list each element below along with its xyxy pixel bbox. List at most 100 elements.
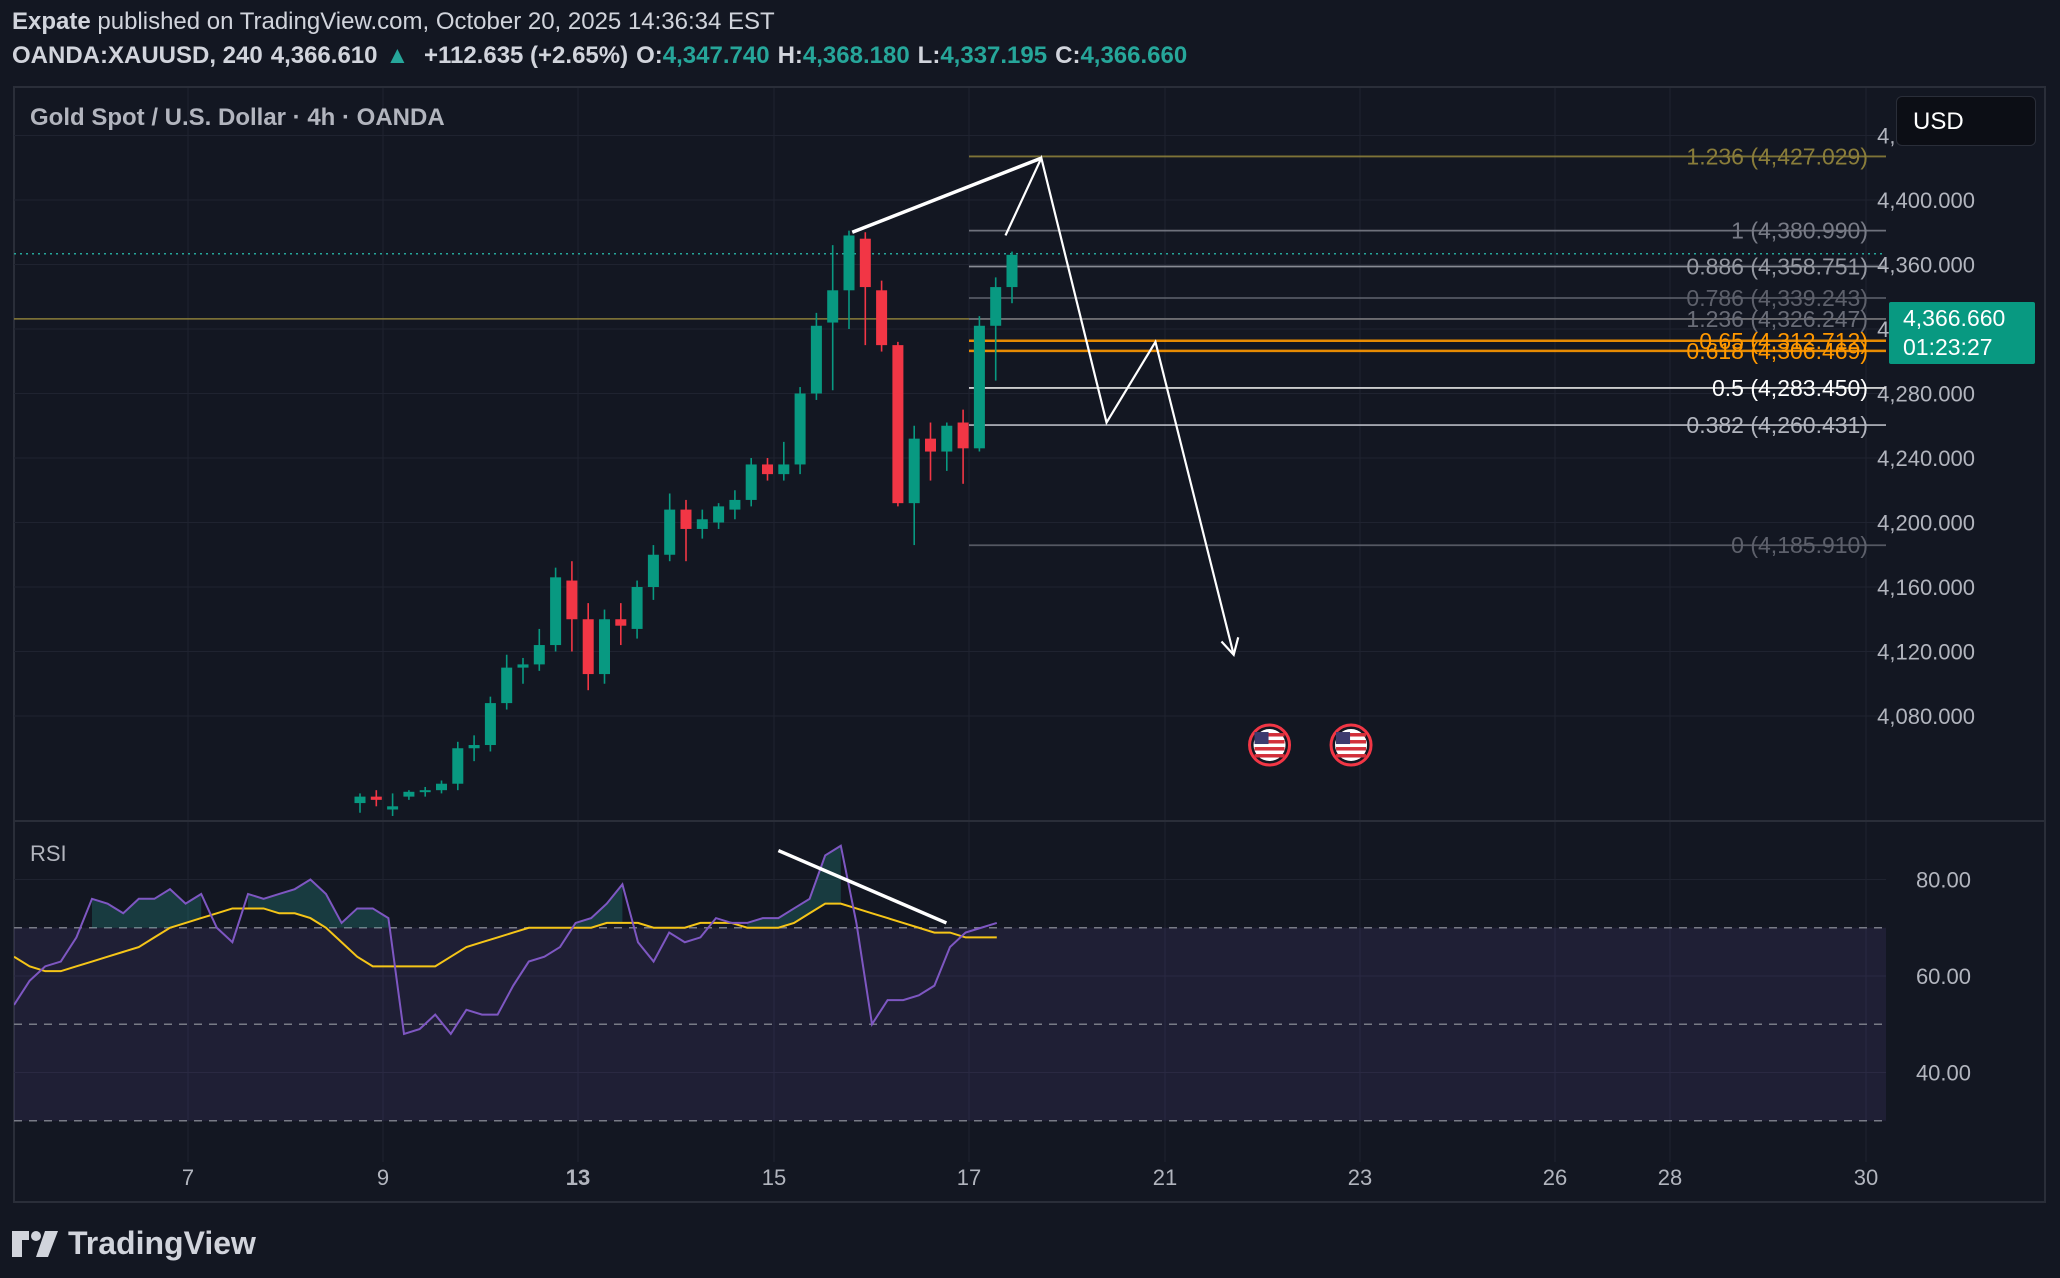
currency-button[interactable]: USD <box>1896 96 2036 146</box>
flag-stripe <box>1336 740 1367 744</box>
candle-body <box>827 290 839 323</box>
candle-body <box>925 438 936 452</box>
candle-body <box>908 438 920 504</box>
fib-level-label: 1.236 (4,326.247) <box>1686 306 1868 332</box>
rsi-pane <box>14 844 1886 1122</box>
close-value: 4,366.660 <box>1080 42 1188 69</box>
rsi-divergence-line <box>777 848 948 925</box>
us-flag-event-icon <box>1248 723 1292 767</box>
rsi-axis-label: 40.00 <box>1916 1061 1971 1086</box>
candle-body <box>843 235 855 291</box>
time-axis-label: 15 <box>762 1165 786 1190</box>
current-price-label: 4,366.660 01:23:27 <box>1889 302 2035 364</box>
candle-body <box>762 464 773 475</box>
author-name[interactable]: Expate <box>12 8 91 35</box>
event-ring <box>1329 723 1373 767</box>
candle-body <box>631 587 643 629</box>
candle-body <box>615 619 627 626</box>
bar-countdown: 01:23:27 <box>1903 334 1993 360</box>
time-axis-label: 7 <box>182 1165 194 1190</box>
fib-level-label: 0.382 (4,260.431) <box>1686 412 1868 438</box>
price-axis-label: 4,400.000 <box>1877 188 1975 213</box>
flag-stripe <box>1254 740 1285 744</box>
up-triangle-icon: ▲ <box>385 42 410 69</box>
rsi-overbought-fill <box>248 879 389 928</box>
open-value: 4,347.740 <box>662 42 770 69</box>
fib-level-label: 0.786 (4,339.243) <box>1686 285 1868 311</box>
rsi-overbought-fill <box>575 884 623 928</box>
fib-level-label: 0.5 (4,283.450) <box>1712 375 1868 401</box>
time-axis-label: 13 <box>566 1165 590 1190</box>
candle-body <box>729 499 741 510</box>
publish-text: published on TradingView.com, October 20… <box>97 8 775 35</box>
candle-body <box>354 796 366 804</box>
candle-body <box>680 509 692 529</box>
candle-body <box>696 519 708 529</box>
chart-frame <box>13 86 2046 1203</box>
candle-body <box>484 703 496 746</box>
candle-body <box>452 748 464 784</box>
flag-stripe <box>1336 747 1367 751</box>
fib-level-label: 1 (4,380.990) <box>1731 218 1868 244</box>
us-flag-event-icon <box>1329 723 1373 767</box>
time-axis-label: 23 <box>1348 1165 1372 1190</box>
candle-body <box>647 554 659 587</box>
flag-stripe <box>1254 733 1285 737</box>
time-axis-label: 28 <box>1658 1165 1682 1190</box>
publish-info: Expate published on TradingView.com, Oct… <box>12 8 775 36</box>
candle-body <box>876 290 888 346</box>
candle-body <box>517 664 529 668</box>
flag-stripe <box>1336 754 1367 758</box>
candle-body <box>973 325 985 449</box>
symbol-label: OANDA:XAUUSD, 240 <box>12 42 263 69</box>
fib-level-label: 0.65 (4,312.712) <box>1699 328 1868 354</box>
candle-body <box>599 619 610 675</box>
time-axis-label: 9 <box>377 1165 389 1190</box>
candle-body <box>990 287 1002 326</box>
price-pane: 1.618 (4,501.549) 1.236 (4,427.029) 1 (4,3… <box>14 143 1886 816</box>
fib-level-label: 1.236 (4,427.029) <box>1686 143 1868 169</box>
event-ring <box>1248 723 1292 767</box>
fib-level-label: 0.618 (4,306.469) <box>1686 338 1868 364</box>
projection-path <box>1004 154 1235 655</box>
rsi-overbought-fill <box>747 845 841 928</box>
low-label: L: <box>917 42 941 69</box>
rsi-axis-label: 60.00 <box>1916 964 1971 989</box>
candle-body <box>387 806 399 810</box>
flag-stripe <box>1254 754 1285 758</box>
flag-canton <box>1254 732 1269 745</box>
rsi-axis-label: 80.00 <box>1916 868 1971 893</box>
candle-body <box>664 509 676 555</box>
candle-body <box>419 790 431 793</box>
candle-body <box>810 325 822 394</box>
projection-arrowhead <box>1220 637 1240 657</box>
flag-stripe <box>1336 733 1367 737</box>
price-axis-label: 4,200.000 <box>1877 511 1975 536</box>
rsi-line <box>14 844 998 1036</box>
candle-body <box>1006 254 1018 288</box>
candle-body <box>403 791 415 797</box>
candle-body <box>582 619 594 675</box>
candle-body <box>501 667 513 704</box>
fib-level-label: 0.886 (4,358.751) <box>1686 254 1868 280</box>
close-label: C: <box>1055 42 1081 69</box>
change-value: +112.635 (+2.65%) <box>423 42 629 69</box>
candle-body <box>468 745 480 749</box>
candle-body <box>566 580 578 620</box>
high-label: H: <box>777 42 803 69</box>
price-axis-label: 4,160.000 <box>1877 575 1975 600</box>
time-axis-label: 17 <box>957 1165 981 1190</box>
tradingview-logo[interactable]: TradingView <box>12 1225 256 1262</box>
rsi-ma-line <box>14 902 997 973</box>
last-price: 4,366.610 <box>270 42 378 69</box>
candle-body <box>941 425 953 452</box>
low-value: 4,337.195 <box>940 42 1048 69</box>
price-axis-label: 4,240.000 <box>1877 446 1975 471</box>
ohlc-bar: OANDA:XAUUSD, 240 4,366.610 ▲ +112.635 (+2… <box>12 42 1195 70</box>
time-axis-label: 30 <box>1854 1165 1878 1190</box>
candle-body <box>859 238 871 288</box>
candle-body <box>533 645 545 665</box>
chart-title: Gold Spot / U.S. Dollar · 4h · OANDA <box>30 104 445 131</box>
current-price: 4,366.660 <box>1903 305 2006 331</box>
